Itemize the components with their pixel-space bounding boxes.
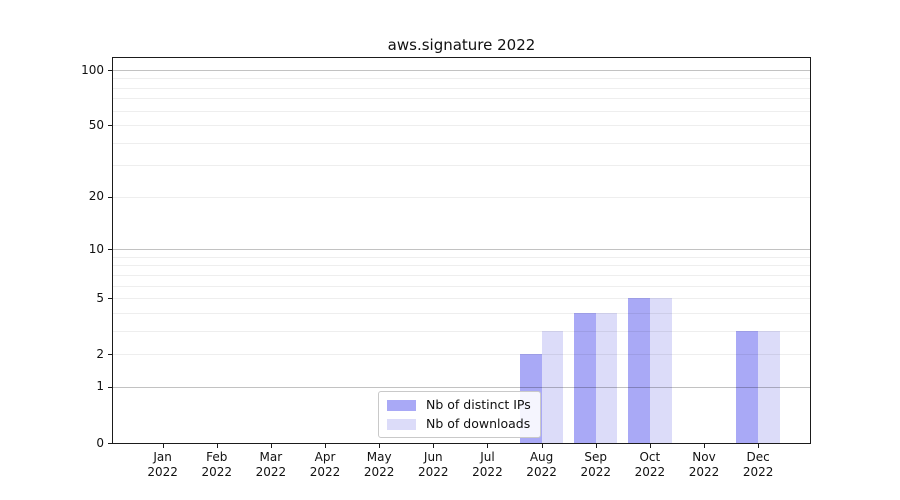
x-tick-mark (270, 443, 272, 448)
x-tick-label: Nov 2022 (688, 450, 720, 479)
y-tick-mark (108, 354, 113, 356)
gridline (113, 386, 810, 388)
y-tick-label: 100 (81, 62, 104, 77)
y-tick-label: 5 (96, 290, 104, 305)
x-tick-mark (325, 443, 327, 448)
gridline (113, 330, 810, 332)
bar (628, 298, 650, 443)
legend-swatch (387, 399, 416, 411)
gridline (113, 312, 810, 314)
x-tick-mark (216, 443, 218, 448)
x-tick-mark (433, 443, 435, 448)
y-tick-label: 2 (96, 346, 104, 361)
gridline (113, 265, 810, 267)
gridline (113, 274, 810, 276)
gridline (113, 98, 810, 100)
y-tick-mark (108, 196, 113, 198)
gridline (113, 142, 810, 144)
x-tick-mark (487, 443, 489, 448)
x-tick-mark (595, 443, 597, 448)
gridline (113, 298, 810, 300)
x-tick-label: Apr 2022 (309, 450, 341, 479)
x-tick-label: Aug 2022 (526, 450, 557, 479)
bar (649, 298, 672, 443)
y-tick-mark (108, 249, 113, 251)
x-tick-label: Sep 2022 (580, 450, 611, 479)
legend-swatch (387, 418, 416, 430)
x-tick-label: Dec 2022 (742, 450, 774, 479)
gridline (113, 87, 810, 89)
y-tick-label: 1 (96, 379, 104, 394)
y-tick-mark (108, 443, 113, 444)
legend-label: Nb of distinct IPs (426, 397, 531, 412)
gridline (113, 354, 810, 356)
x-tick-label: Mar 2022 (255, 450, 287, 479)
bar (595, 312, 618, 443)
y-tick-label: 0 (96, 435, 104, 450)
x-tick-mark (162, 443, 164, 448)
y-tick-mark (108, 298, 113, 300)
plot-area (113, 58, 810, 443)
x-tick-label: Jun 2022 (418, 450, 449, 479)
x-tick-label: Oct 2022 (634, 450, 666, 479)
y-tick-mark (108, 125, 113, 127)
gridline (113, 165, 810, 167)
gridline (113, 285, 810, 287)
bar (736, 330, 759, 443)
gridline (113, 78, 810, 80)
gridline (113, 249, 810, 251)
gridline (113, 256, 810, 258)
x-tick-label: Jul 2022 (472, 450, 503, 479)
gridline (113, 196, 810, 198)
x-tick-label: May 2022 (363, 450, 395, 479)
bar (541, 330, 564, 443)
x-tick-mark (704, 443, 705, 448)
legend-label: Nb of downloads (426, 416, 531, 431)
x-tick-mark (758, 443, 760, 448)
x-tick-mark (541, 443, 543, 448)
y-tick-label: 10 (88, 241, 104, 256)
legend: Nb of distinct IPs Nb of downloads (378, 391, 541, 438)
x-tick-label: Jan 2022 (147, 450, 178, 479)
bar (574, 312, 596, 443)
gridline (113, 70, 810, 71)
legend-item: Nb of distinct IPs (387, 398, 531, 412)
y-tick-label: 20 (88, 189, 104, 204)
bar (758, 330, 780, 443)
gridline (113, 125, 810, 127)
x-tick-mark (379, 443, 381, 448)
legend-item: Nb of downloads (387, 417, 531, 431)
y-tick-mark (108, 386, 113, 388)
x-tick-mark (649, 443, 651, 448)
gridline (113, 110, 810, 112)
chart-title: aws.signature 2022 (387, 36, 536, 54)
y-tick-mark (108, 70, 113, 71)
x-tick-label: Feb 2022 (201, 450, 233, 479)
y-tick-label: 50 (88, 117, 104, 132)
